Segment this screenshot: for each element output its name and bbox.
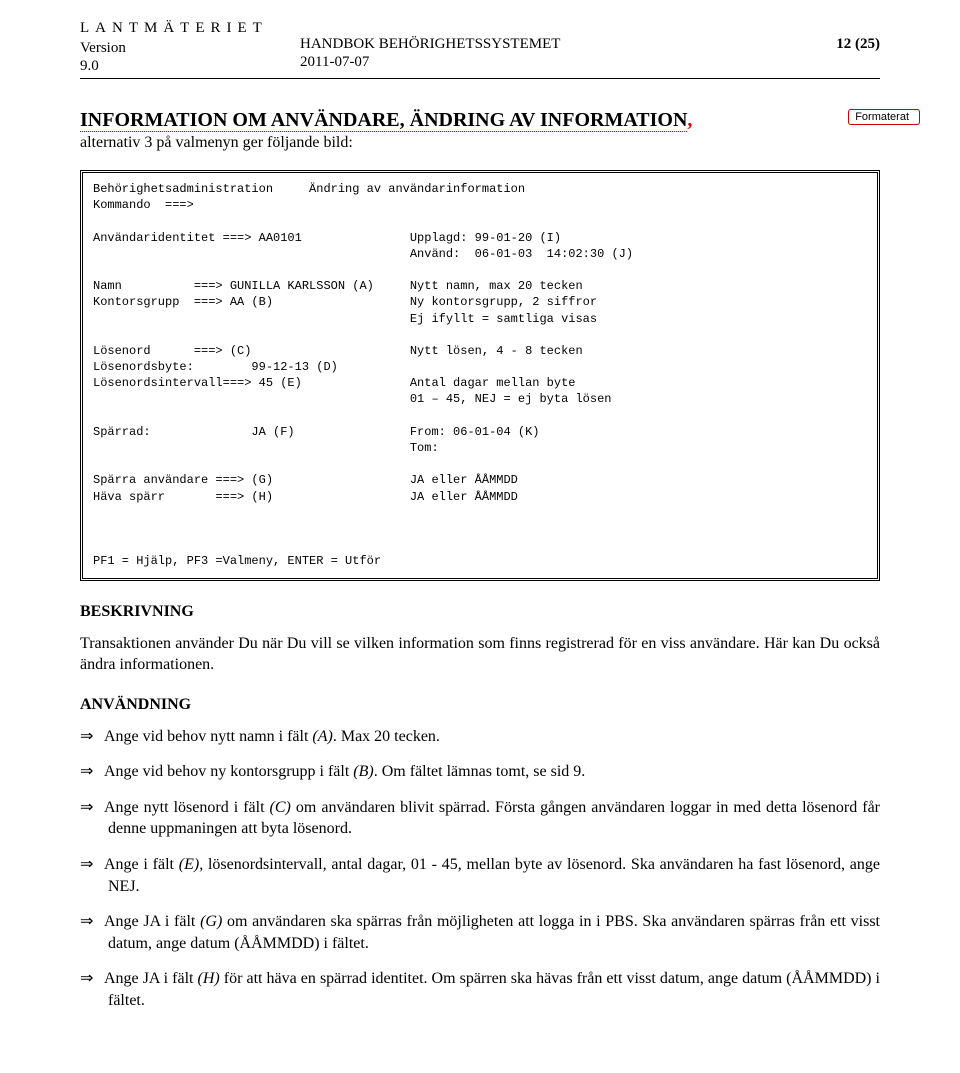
item-field: (B) (353, 763, 373, 780)
item-field: (A) (312, 728, 332, 745)
main-heading: INFORMATION OM ANVÄNDARE, ÄNDRING AV INF… (80, 109, 692, 132)
doc-title: HANDBOK BEHÖRIGHETSSYSTEMET (300, 36, 560, 53)
heading-block: INFORMATION OM ANVÄNDARE, ÄNDRING AV INF… (80, 109, 880, 152)
doc-date: 2011-07-07 (300, 54, 369, 71)
list-item: ⇒Ange nytt lösenord i fält (C) om använd… (80, 797, 880, 840)
arrow-icon: ⇒ (80, 797, 104, 819)
list-item: ⇒Ange JA i fält (G) om användaren ska sp… (80, 911, 880, 954)
item-field: (E) (179, 856, 199, 873)
item-field: (C) (270, 799, 291, 816)
org-name: LANTMÄTERIET (80, 20, 268, 37)
list-item: ⇒Ange i fält (E), lösenordsintervall, an… (80, 854, 880, 897)
list-item: ⇒Ange vid behov nytt namn i fält (A). Ma… (80, 726, 880, 748)
arrow-icon: ⇒ (80, 854, 104, 876)
item-text-a: Ange JA i fält (104, 970, 198, 987)
arrow-icon: ⇒ (80, 726, 104, 748)
beskrivning-heading: BESKRIVNING (80, 603, 880, 621)
revision-comma: , (687, 109, 692, 131)
item-text-a: Ange JA i fält (104, 913, 200, 930)
item-field: (G) (200, 913, 222, 930)
item-text-b: . Om fältet lämnas tomt, se sid 9. (374, 763, 586, 780)
item-text-a: Ange vid behov nytt namn i fält (104, 728, 312, 745)
sub-heading: alternativ 3 på valmenyn ger följande bi… (80, 134, 880, 152)
beskrivning-text: Transaktionen använder Du när Du vill se… (80, 633, 880, 676)
instruction-list: ⇒Ange vid behov nytt namn i fält (A). Ma… (80, 726, 880, 1012)
page-header: LANTMÄTERIET Version 9.0 HANDBOK BEHÖRIG… (80, 20, 880, 79)
version-number: 9.0 (80, 58, 99, 75)
item-text-a: Ange vid behov ny kontorsgrupp i fält (104, 763, 353, 780)
page-number: 12 (25) (836, 36, 880, 53)
page-container: LANTMÄTERIET Version 9.0 HANDBOK BEHÖRIG… (0, 0, 960, 1066)
list-item: ⇒Ange vid behov ny kontorsgrupp i fält (… (80, 761, 880, 783)
item-text-b: om användaren ska spärras från möjlighet… (108, 913, 880, 952)
item-text-b: . Max 20 tecken. (333, 728, 440, 745)
item-text-a: Ange nytt lösenord i fält (104, 799, 270, 816)
list-item: ⇒Ange JA i fält (H) för att häva en spär… (80, 968, 880, 1011)
item-field: (H) (198, 970, 220, 987)
item-text-b: för att häva en spärrad identitet. Om sp… (108, 970, 880, 1009)
arrow-icon: ⇒ (80, 761, 104, 783)
arrow-icon: ⇒ (80, 911, 104, 933)
version-label: Version (80, 40, 126, 57)
item-text-a: Ange i fält (104, 856, 179, 873)
anvandning-heading: ANVÄNDNING (80, 696, 880, 714)
arrow-icon: ⇒ (80, 968, 104, 990)
item-text-b: , lösenordsintervall, antal dagar, 01 - … (108, 856, 880, 895)
format-annotation: Formaterat (848, 109, 920, 125)
terminal-screen: Behörighetsadministration Ändring av anv… (80, 170, 880, 581)
heading-text: INFORMATION OM ANVÄNDARE, ÄNDRING AV INF… (80, 109, 687, 132)
